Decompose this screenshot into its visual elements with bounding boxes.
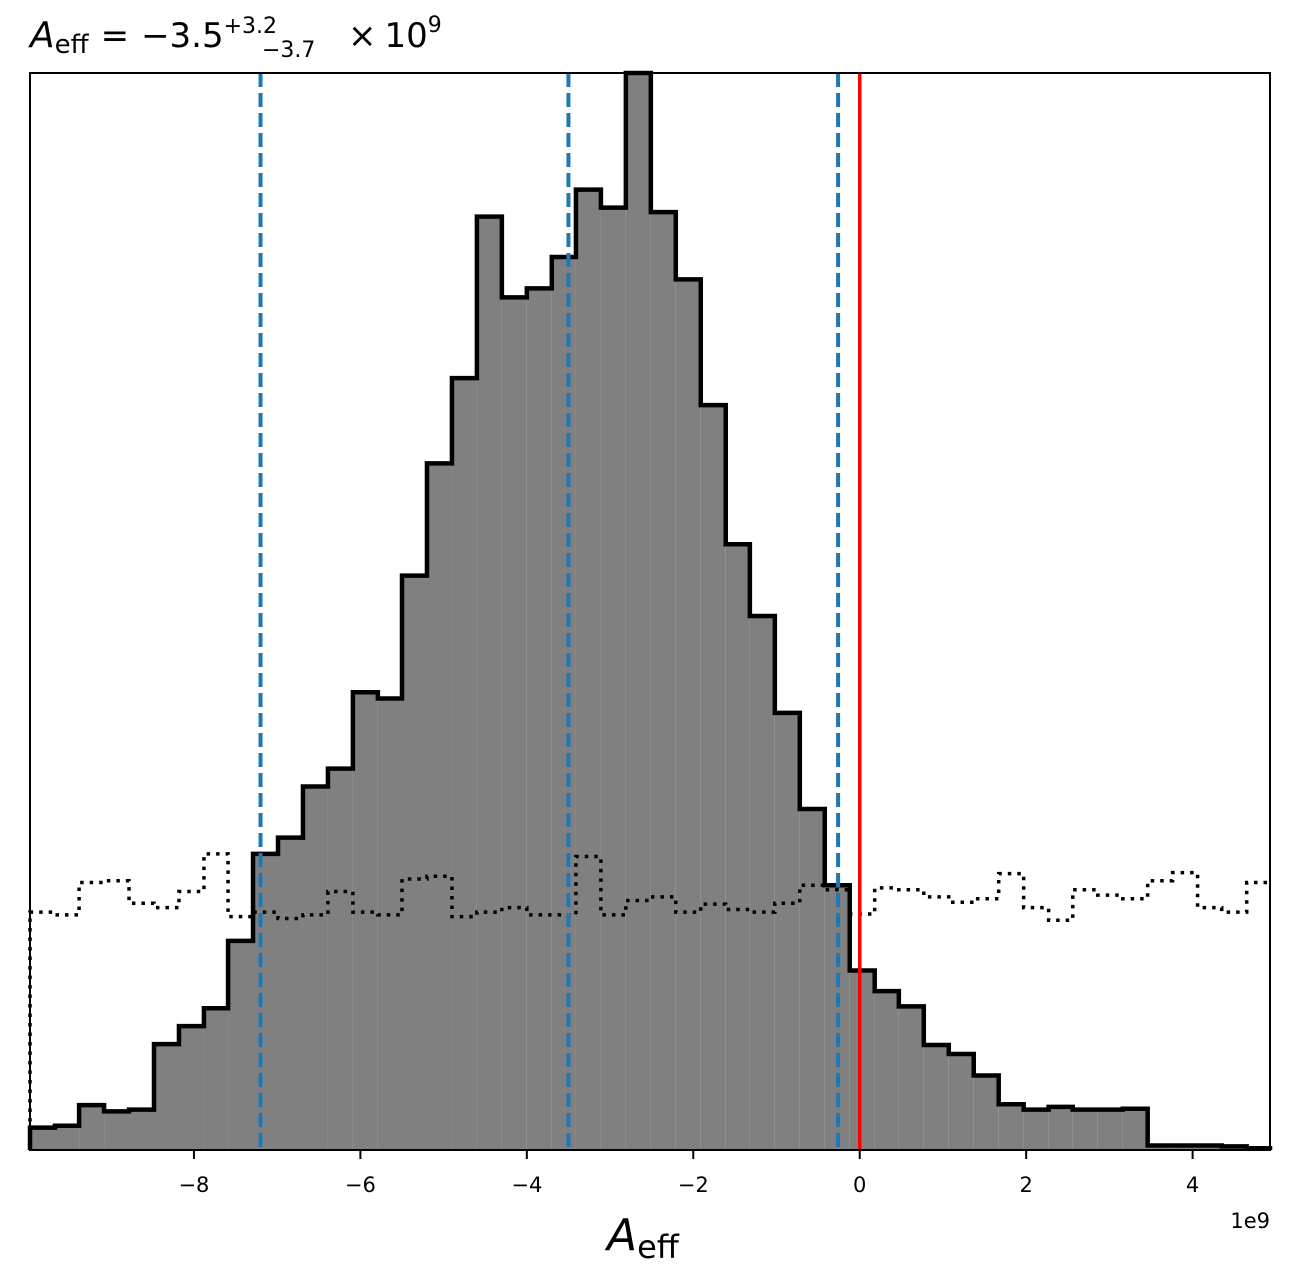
histogram-bar	[352, 692, 378, 1150]
histogram-bar	[998, 1104, 1024, 1150]
x-tick-label: −8	[178, 1173, 209, 1197]
histogram-bar	[650, 212, 676, 1151]
histogram-bar	[1122, 1108, 1148, 1150]
title-scale-exp: 9	[428, 13, 442, 38]
title-scale-base: 10	[385, 16, 428, 56]
histogram-bar	[625, 73, 651, 1150]
histogram-bar	[1048, 1106, 1073, 1150]
title-upper-err: +3.2	[224, 14, 277, 39]
x-tick-label: −4	[511, 1173, 542, 1197]
histogram-bar	[54, 1125, 80, 1150]
title-median: −3.5	[141, 16, 224, 56]
histogram-bar	[476, 216, 502, 1151]
title-subscript: eff	[55, 30, 90, 60]
x-axis-label-symbol: A	[604, 1210, 637, 1261]
histogram-bar	[451, 378, 477, 1150]
histogram-bar	[725, 544, 750, 1150]
histogram-bar	[849, 970, 875, 1150]
x-tick-label: −2	[678, 1173, 709, 1197]
histogram-bar	[501, 297, 527, 1150]
histogram-bar	[154, 1044, 179, 1150]
histogram-bar	[948, 1053, 974, 1150]
title-symbol: A	[28, 15, 55, 56]
title-equals: =	[101, 16, 130, 56]
axes-frame	[29, 72, 1271, 1151]
histogram-bar	[973, 1075, 999, 1150]
x-tick-label: −6	[345, 1173, 376, 1197]
histogram-bar	[600, 207, 626, 1150]
histogram-bar	[278, 837, 303, 1150]
histogram-bar	[253, 853, 278, 1150]
x-axis-ticks: −8 −6 −4 −2 0 2 4	[178, 1150, 1199, 1197]
histogram-bar	[526, 288, 552, 1150]
x-axis-label-subscript: eff	[637, 1228, 680, 1266]
histogram-bar	[575, 189, 601, 1151]
plot-area	[27, 70, 1273, 1151]
histogram-bar	[426, 463, 452, 1151]
chart-title: Aeff = −3.5+3.2	[28, 14, 277, 60]
histogram-bar	[749, 615, 775, 1150]
x-tick-label: 4	[1186, 1173, 1199, 1197]
histogram-bar	[327, 768, 353, 1150]
histogram-bar	[923, 1044, 949, 1150]
histogram-bar	[774, 712, 800, 1150]
x-axis-label: Aeff	[604, 1210, 680, 1266]
histogram-bar	[1072, 1109, 1098, 1150]
histogram-bar	[700, 405, 726, 1150]
histogram-bar	[402, 575, 427, 1150]
histogram-bar	[203, 1008, 229, 1150]
histogram-bar	[104, 1111, 130, 1150]
title-times: ×	[348, 16, 377, 56]
title-scale: × 109	[348, 13, 442, 56]
title-lower-err: −3.7	[262, 38, 315, 63]
histogram-bar	[377, 698, 402, 1150]
x-tick-label: 0	[853, 1173, 866, 1197]
histogram-bar	[1023, 1109, 1049, 1150]
histogram-bar	[129, 1109, 154, 1150]
x-axis-offset-label: 1e9	[1230, 1209, 1270, 1233]
histogram-bar	[178, 1026, 204, 1150]
x-tick-label: 2	[1019, 1173, 1032, 1197]
histogram-bar	[302, 786, 328, 1150]
histogram-bar	[1097, 1109, 1123, 1150]
histogram-bar	[898, 1006, 924, 1150]
histogram-bar	[799, 808, 825, 1150]
histogram-bar	[551, 256, 576, 1150]
histogram-bar	[675, 279, 701, 1150]
histogram-bar	[228, 940, 254, 1150]
histogram-bar	[874, 991, 899, 1150]
histogram-bar	[79, 1105, 105, 1150]
histogram-bar	[30, 1127, 55, 1150]
